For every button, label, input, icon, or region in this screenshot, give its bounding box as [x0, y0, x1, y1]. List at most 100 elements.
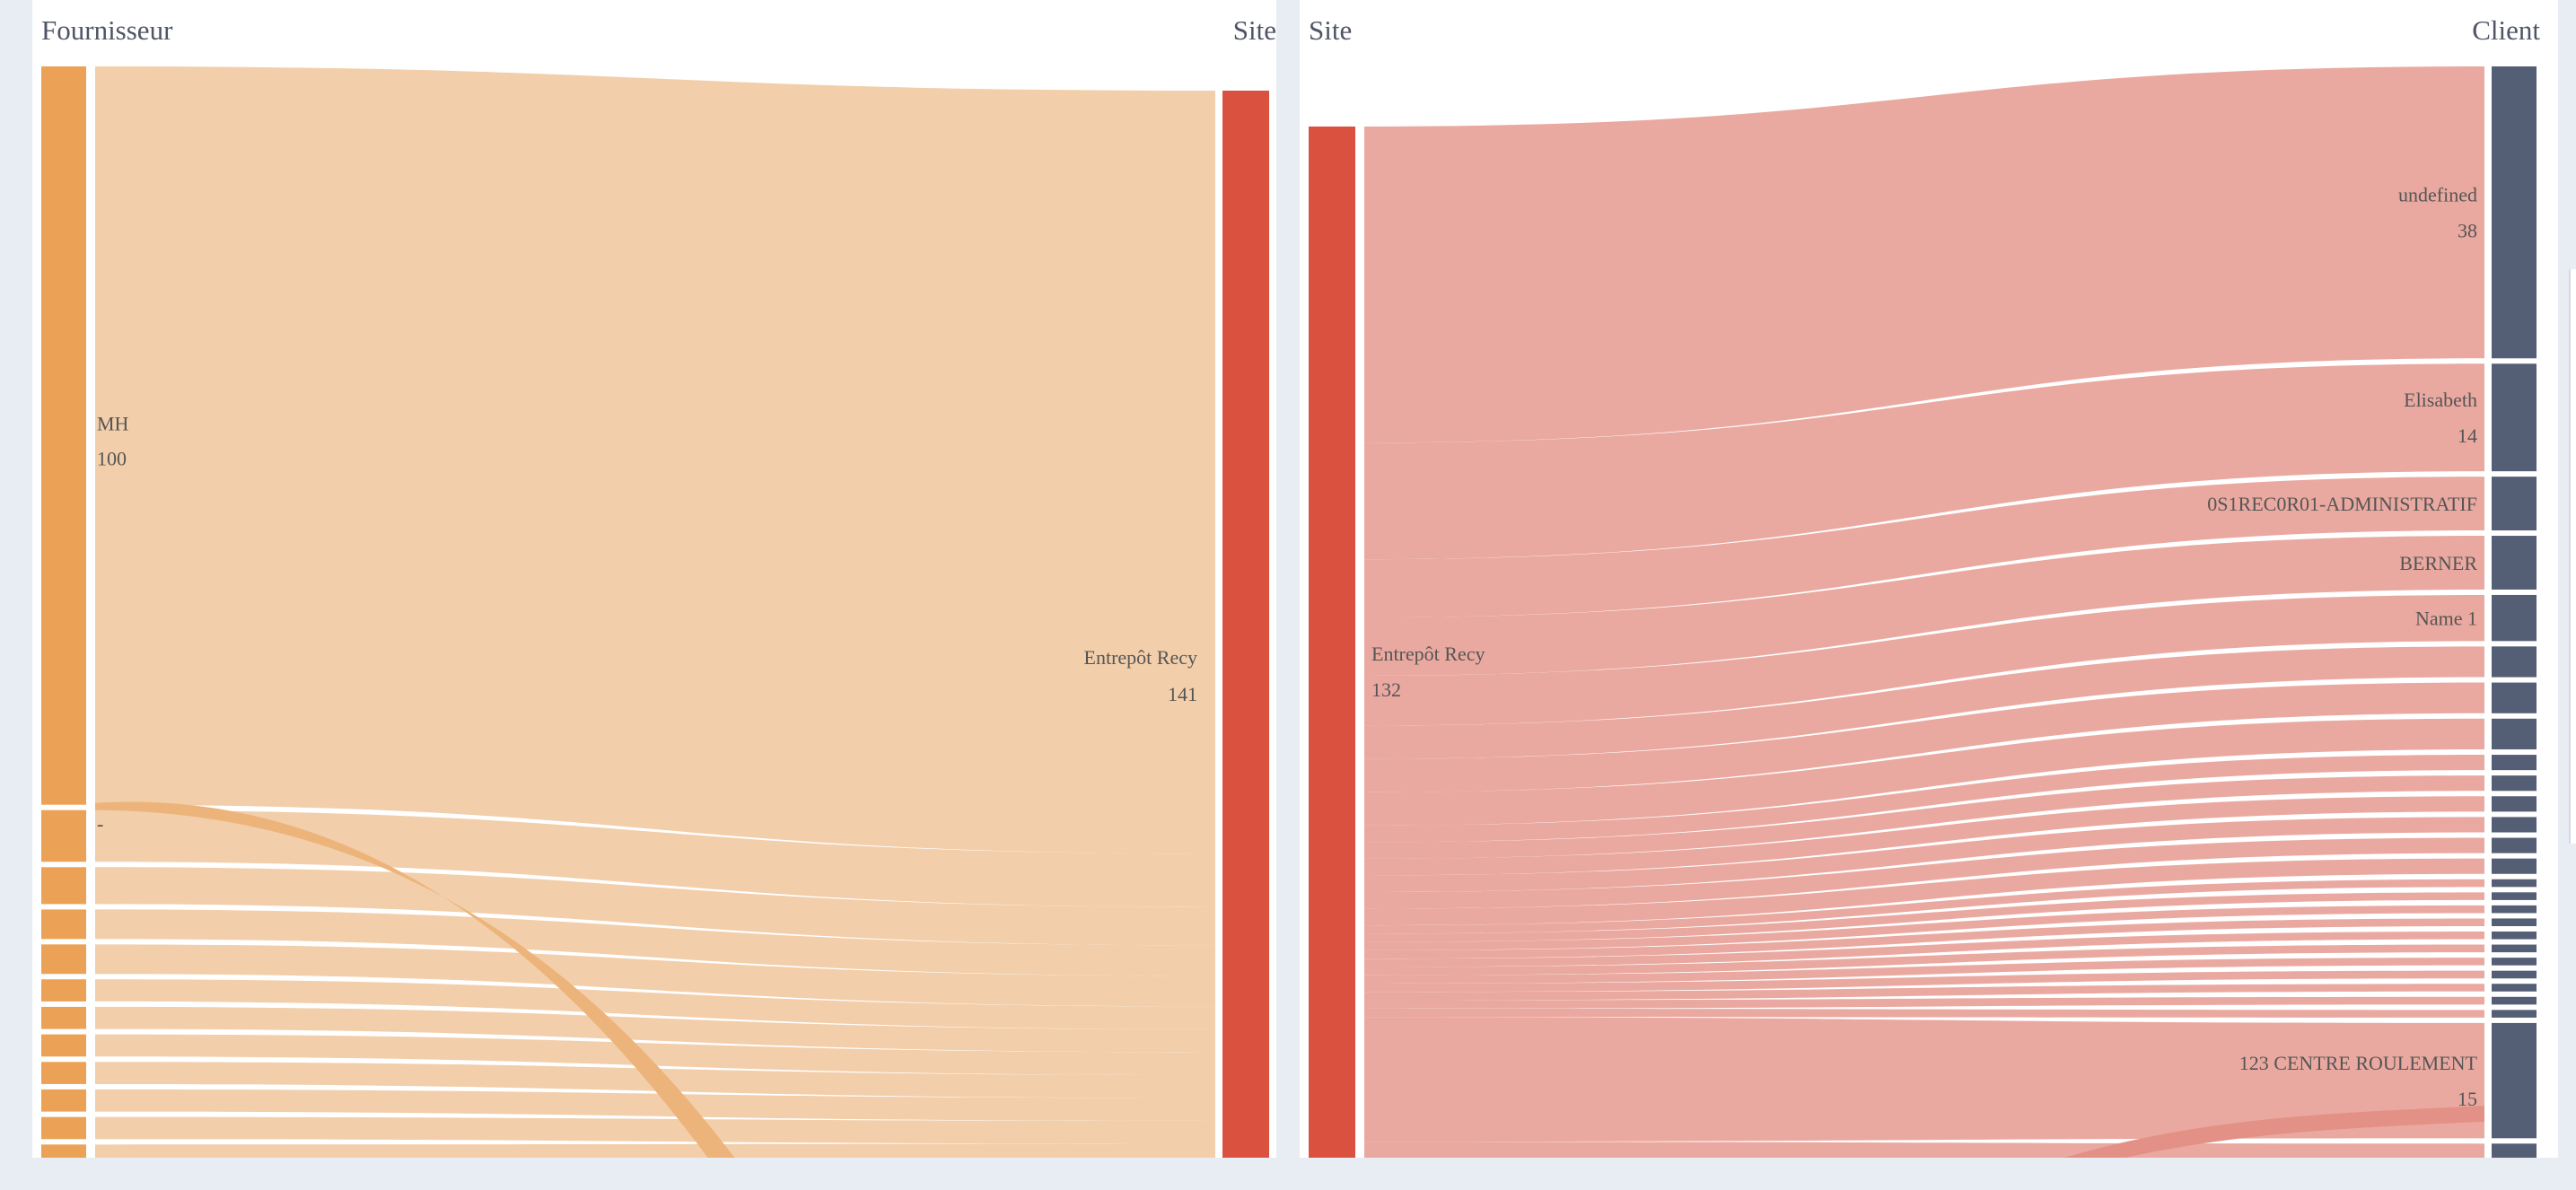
target-node-item [2492, 958, 2537, 966]
target-node-item [2492, 970, 2537, 979]
sankey-link [1364, 536, 2484, 676]
target-node-item [2492, 879, 2537, 888]
source-node-value: 100 [97, 447, 127, 469]
scrollbar-track[interactable] [2569, 269, 2576, 844]
sankey-link [1364, 1142, 2484, 1158]
sankey-link [95, 1143, 1215, 1158]
target-node-item [2492, 682, 2537, 713]
sankey-panel-supplier-site: Fournisseur Site MH 100 - Entrepôt Recy 141 [32, 0, 1276, 1158]
source-node-item [41, 1144, 86, 1158]
source-node-- [41, 809, 86, 862]
source-node-label: MH [97, 412, 129, 434]
sankey-link [1364, 477, 2484, 618]
target-node-undefined [2492, 66, 2537, 359]
target-node-item [2492, 718, 2537, 750]
target-node-entrepot-recy [1222, 91, 1269, 1158]
target-node-item [2492, 905, 2537, 914]
source-node-item [41, 1089, 86, 1112]
sankey-link [1364, 817, 2484, 893]
source-node-label: - [97, 812, 103, 835]
target-node-elisabeth [2492, 363, 2537, 472]
target-node-berner [2492, 536, 2537, 590]
target-node-item [2492, 984, 2537, 992]
target-node-item [2492, 932, 2537, 940]
sankey-link [1364, 1017, 2484, 1142]
sankey-link [1364, 996, 2484, 1009]
sankey-link [1364, 796, 2484, 876]
source-node-item [41, 1062, 86, 1084]
source-node-item [41, 1116, 86, 1140]
column-header-source: Site [1309, 14, 1353, 46]
sankey-link [95, 909, 1215, 976]
source-node-item [41, 1034, 86, 1057]
sankey-link [95, 809, 1215, 907]
sankey-link [95, 1034, 1215, 1075]
source-node-entrepot-recy [1309, 127, 1355, 1158]
source-node-item [41, 867, 86, 905]
target-node-item [2492, 837, 2537, 853]
sankey-link [1364, 66, 2484, 443]
sankey-link [1364, 905, 2484, 950]
source-node-item [41, 1006, 86, 1029]
sankey-chart-supplier-site: MH 100 - Entrepôt Recy 141 [41, 66, 1269, 1158]
column-header-target: Client [2472, 14, 2540, 46]
target-node-item [2492, 646, 2537, 678]
sankey-link [1364, 1008, 2484, 1018]
target-node-item [2492, 892, 2537, 900]
target-node-item [2492, 858, 2537, 874]
target-node-123-centre-roulement [2492, 1022, 2537, 1139]
sankey-link [1364, 594, 2484, 726]
source-node-item [41, 944, 86, 975]
sankey-link [1364, 682, 2484, 792]
sankey-link [95, 1006, 1215, 1053]
column-header-source: Fournisseur [41, 14, 173, 46]
target-node-0s1rec0r01-administratif [2492, 477, 2537, 531]
target-node-item [2492, 918, 2537, 926]
sankey-link [1364, 837, 2484, 909]
sankey-panel-site-client: Site Client undefined 38 Elisabeth 14 0S1REC… [1300, 0, 2558, 1158]
source-node-label: Entrepôt Recy [1371, 643, 1485, 665]
target-node-label: 123 CENTRE ROULEMENT [2239, 1052, 2478, 1074]
sankey-link [1364, 984, 2484, 1001]
sankey-link [1364, 775, 2484, 859]
sankey-link [1364, 363, 2484, 560]
sankey-link [1364, 755, 2484, 843]
target-node-name-1 [2492, 594, 2537, 642]
sankey-link [1364, 858, 2484, 926]
sankey-link [1364, 879, 2484, 934]
sankey-link [95, 867, 1215, 946]
source-node-item [41, 909, 86, 940]
target-node-label: Name 1 [2415, 608, 2477, 630]
target-node-label: Elisabeth [2404, 389, 2477, 411]
target-node-item [2492, 796, 2537, 812]
target-node-value: 14 [2458, 424, 2477, 447]
source-node-item [41, 979, 86, 1002]
sankey-link [95, 1089, 1215, 1121]
target-node-value: 141 [1168, 683, 1197, 705]
sankey-chart-site-client: undefined 38 Elisabeth 14 0S1REC0R01-ADMINIS… [1309, 66, 2537, 1158]
target-node-value: 38 [2458, 220, 2477, 242]
target-node-label: undefined [2398, 184, 2477, 206]
target-node-item [2492, 944, 2537, 953]
sankey-link [95, 66, 1215, 854]
target-node-item [2492, 817, 2537, 833]
sankey-link [1364, 958, 2484, 984]
column-header-target: Site [1232, 14, 1276, 46]
sankey-link [1364, 944, 2484, 976]
sankey-link [95, 1116, 1215, 1144]
source-node-value: 132 [1371, 678, 1401, 701]
target-node-label: BERNER [2399, 552, 2477, 574]
target-node-item [2492, 1010, 2537, 1018]
target-node-item [2492, 996, 2537, 1005]
sankey-link [1364, 892, 2484, 942]
sankey-link [1364, 646, 2484, 759]
sankey-link [95, 979, 1215, 1029]
source-node-mh [41, 66, 86, 805]
sankey-link [1364, 932, 2484, 967]
target-node-label: 0S1REC0R01-ADMINISTRATIF [2207, 493, 2477, 515]
sankey-link [1364, 918, 2484, 959]
target-node-item [2492, 755, 2537, 771]
target-node-label: Entrepôt Recy [1084, 646, 1197, 669]
sankey-link [95, 944, 1215, 1007]
